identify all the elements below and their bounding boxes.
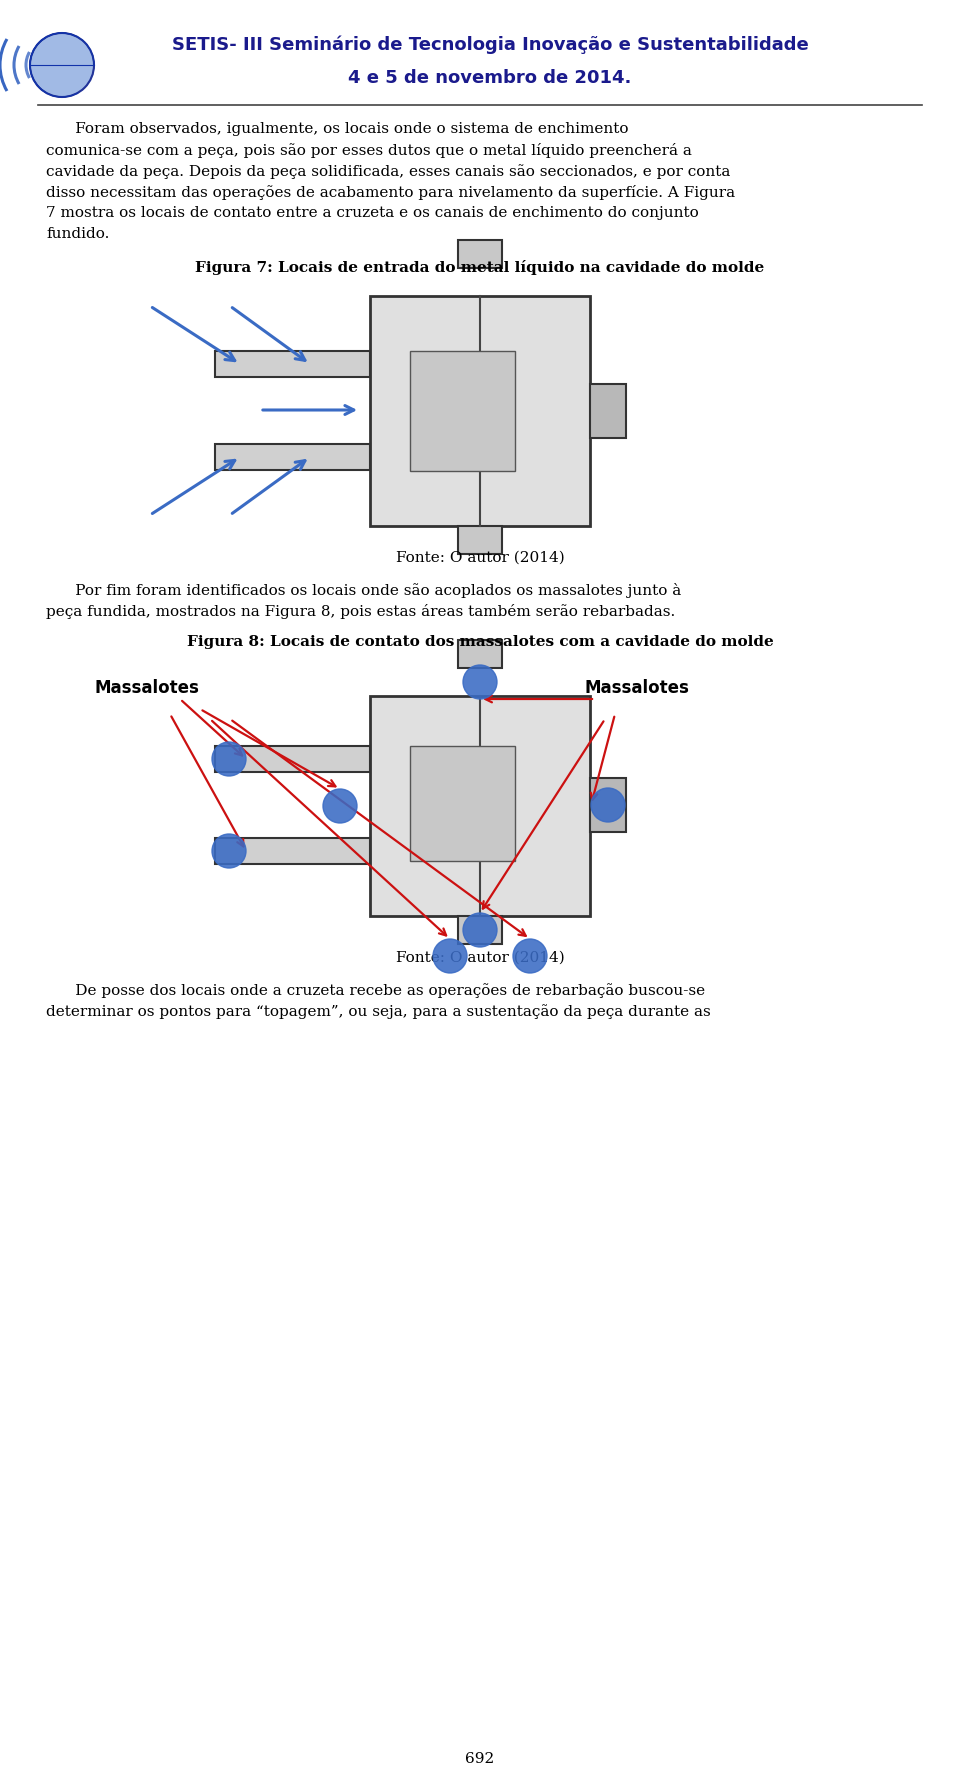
Text: Fonte: O autor (2014): Fonte: O autor (2014) — [396, 950, 564, 965]
Circle shape — [30, 34, 94, 98]
Bar — [215, 839, 370, 863]
Circle shape — [463, 913, 497, 947]
Text: Fonte: O autor (2014): Fonte: O autor (2014) — [396, 551, 564, 566]
Circle shape — [591, 787, 625, 823]
Circle shape — [513, 940, 547, 973]
Text: 4 e 5 de novembro de 2014.: 4 e 5 de novembro de 2014. — [348, 69, 632, 87]
Text: Por fim foram identificados os locais onde são acoplados os massalotes junto à: Por fim foram identificados os locais on… — [46, 583, 682, 598]
Circle shape — [212, 833, 246, 869]
Circle shape — [463, 665, 497, 699]
Text: 7 mostra os locais de contato entre a cruzeta e os canais de enchimento do conju: 7 mostra os locais de contato entre a cr… — [46, 206, 699, 220]
Bar — [458, 527, 502, 553]
Bar — [590, 778, 626, 832]
Bar — [590, 385, 626, 438]
Circle shape — [323, 789, 357, 823]
Text: comunica-se com a peça, pois são por esses dutos que o metal líquido preencherá : comunica-se com a peça, pois são por ess… — [46, 144, 692, 158]
Bar — [215, 351, 370, 378]
Text: Foram observados, igualmente, os locais onde o sistema de enchimento: Foram observados, igualmente, os locais … — [46, 122, 629, 137]
Text: 692: 692 — [466, 1752, 494, 1766]
Bar — [370, 296, 590, 527]
Bar — [370, 697, 590, 917]
Text: disso necessitam das operações de acabamento para nivelamento da superfície. A F: disso necessitam das operações de acabam… — [46, 184, 735, 200]
Text: fundido.: fundido. — [46, 227, 109, 241]
Text: Massalotes: Massalotes — [585, 679, 690, 697]
Bar — [410, 746, 515, 862]
Bar — [458, 917, 502, 943]
Bar — [458, 640, 502, 668]
Text: Massalotes: Massalotes — [95, 679, 200, 697]
Circle shape — [433, 940, 467, 973]
Bar — [458, 239, 502, 268]
Circle shape — [212, 741, 246, 777]
Bar — [215, 746, 370, 771]
Text: De posse dos locais onde a cruzeta recebe as operações de rebarbação buscou-se: De posse dos locais onde a cruzeta receb… — [46, 982, 706, 998]
Bar — [215, 443, 370, 470]
Text: Figura 8: Locais de contato dos massalotes com a cavidade do molde: Figura 8: Locais de contato dos massalot… — [186, 635, 774, 649]
Text: SETIS- III Seminário de Tecnologia Inovação e Sustentabilidade: SETIS- III Seminário de Tecnologia Inova… — [172, 35, 808, 55]
Bar — [410, 351, 515, 472]
Text: cavidade da peça. Depois da peça solidificada, esses canais são seccionados, e p: cavidade da peça. Depois da peça solidif… — [46, 163, 731, 179]
Text: determinar os pontos para “topagem”, ou seja, para a sustentação da peça durante: determinar os pontos para “topagem”, ou … — [46, 1004, 710, 1019]
Text: peça fundida, mostrados na Figura 8, pois estas áreas também serão rebarbadas.: peça fundida, mostrados na Figura 8, poi… — [46, 605, 675, 619]
Text: Figura 7: Locais de entrada do metal líquido na cavidade do molde: Figura 7: Locais de entrada do metal líq… — [196, 261, 764, 275]
